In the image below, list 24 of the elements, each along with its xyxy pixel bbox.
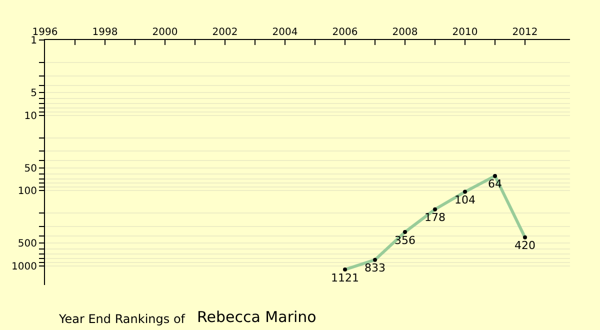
data-label: 833 — [364, 262, 386, 275]
text: Year End Rankings of — [58, 312, 186, 326]
y-tick-label: 1 — [30, 36, 37, 46]
x-tick-label: 2000 — [152, 27, 178, 38]
x-tick-label: 2002 — [212, 27, 238, 38]
data-label: 178 — [424, 211, 446, 224]
data-label: 1121 — [331, 271, 359, 284]
x-tick-label: 1998 — [92, 27, 118, 38]
data-label: 104 — [454, 194, 476, 207]
data-label: 420 — [514, 239, 536, 252]
x-tick-label: 2012 — [512, 27, 538, 38]
y-tick-label: 100 — [18, 186, 37, 198]
y-tick-label: 50 — [24, 163, 37, 174]
x-tick-label: 2006 — [332, 27, 358, 38]
y-tick-label: 5 — [30, 88, 37, 100]
data-label: 356 — [394, 234, 416, 247]
x-tick-label: 2004 — [272, 27, 298, 38]
x-tick-label: 2008 — [392, 27, 418, 38]
data-label: 64 — [488, 178, 502, 191]
y-tick-label: 500 — [18, 238, 37, 250]
x-tick-label: 2010 — [452, 27, 478, 38]
y-tick-label: 1000 — [12, 261, 37, 272]
text: Rebecca Marino — [197, 308, 316, 326]
y-tick-label: 10 — [24, 110, 37, 122]
